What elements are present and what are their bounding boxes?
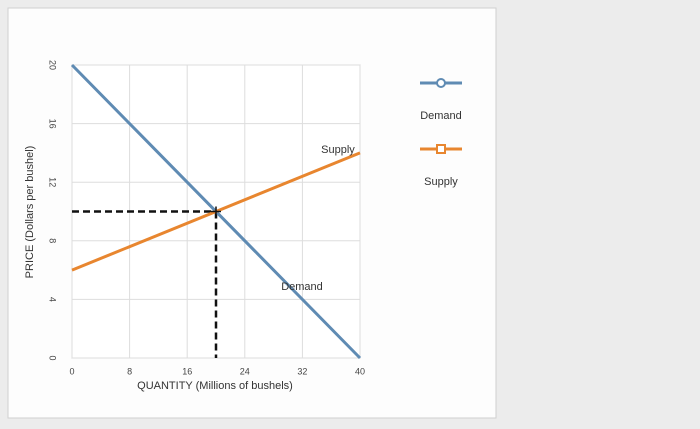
x-tick-label: 8 (127, 366, 132, 376)
equilibrium-marker (211, 206, 221, 217)
legend-label: Demand (420, 110, 462, 122)
x-tick-label: 32 (297, 366, 307, 376)
legend-marker (436, 78, 446, 88)
line-annotation: Supply (321, 144, 355, 156)
y-tick-label: 8 (48, 238, 58, 243)
x-tick-label: 0 (69, 366, 74, 376)
x-tick-label: 16 (182, 366, 192, 376)
legend-label: Supply (424, 176, 458, 188)
y-tick-label: 0 (48, 355, 58, 360)
y-tick-label: 12 (48, 177, 58, 187)
line-annotation: Demand (281, 281, 323, 293)
y-tick-label: 16 (48, 119, 58, 129)
y-axis-label: PRICE (Dollars per bushel) (24, 146, 36, 279)
y-tick-label: 20 (48, 60, 58, 70)
x-axis-label: QUANTITY (Millions of bushels) (137, 380, 293, 392)
x-tick-label: 40 (355, 366, 365, 376)
x-tick-label: 24 (240, 366, 250, 376)
y-tick-label: 4 (48, 297, 58, 302)
legend-marker (436, 144, 446, 154)
